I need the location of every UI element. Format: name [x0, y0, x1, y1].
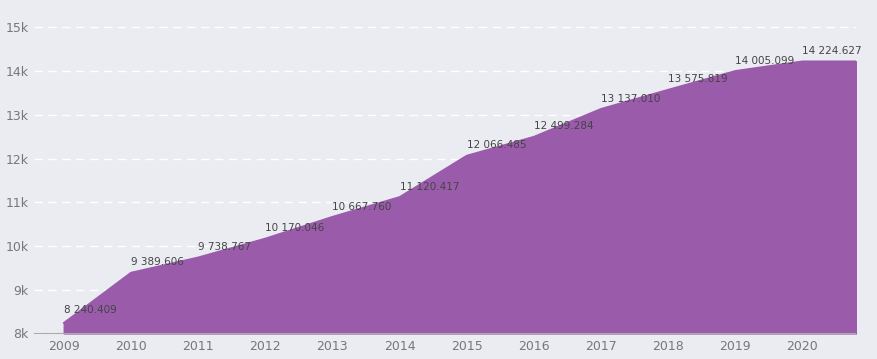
Text: 14 005.099: 14 005.099 [735, 56, 795, 66]
Text: 12 499.284: 12 499.284 [534, 121, 594, 131]
Text: 14 224.627: 14 224.627 [802, 46, 862, 56]
Text: 9 738.767: 9 738.767 [198, 242, 251, 252]
Text: 10 667.760: 10 667.760 [332, 201, 392, 211]
Text: 13 575.819: 13 575.819 [668, 74, 728, 84]
Text: 8 240.409: 8 240.409 [64, 305, 117, 315]
Text: 13 137.010: 13 137.010 [601, 94, 660, 104]
Text: 11 120.417: 11 120.417 [400, 182, 459, 192]
Text: 10 170.046: 10 170.046 [265, 223, 324, 233]
Text: 9 389.606: 9 389.606 [131, 257, 184, 267]
Text: 12 066.485: 12 066.485 [467, 140, 526, 150]
